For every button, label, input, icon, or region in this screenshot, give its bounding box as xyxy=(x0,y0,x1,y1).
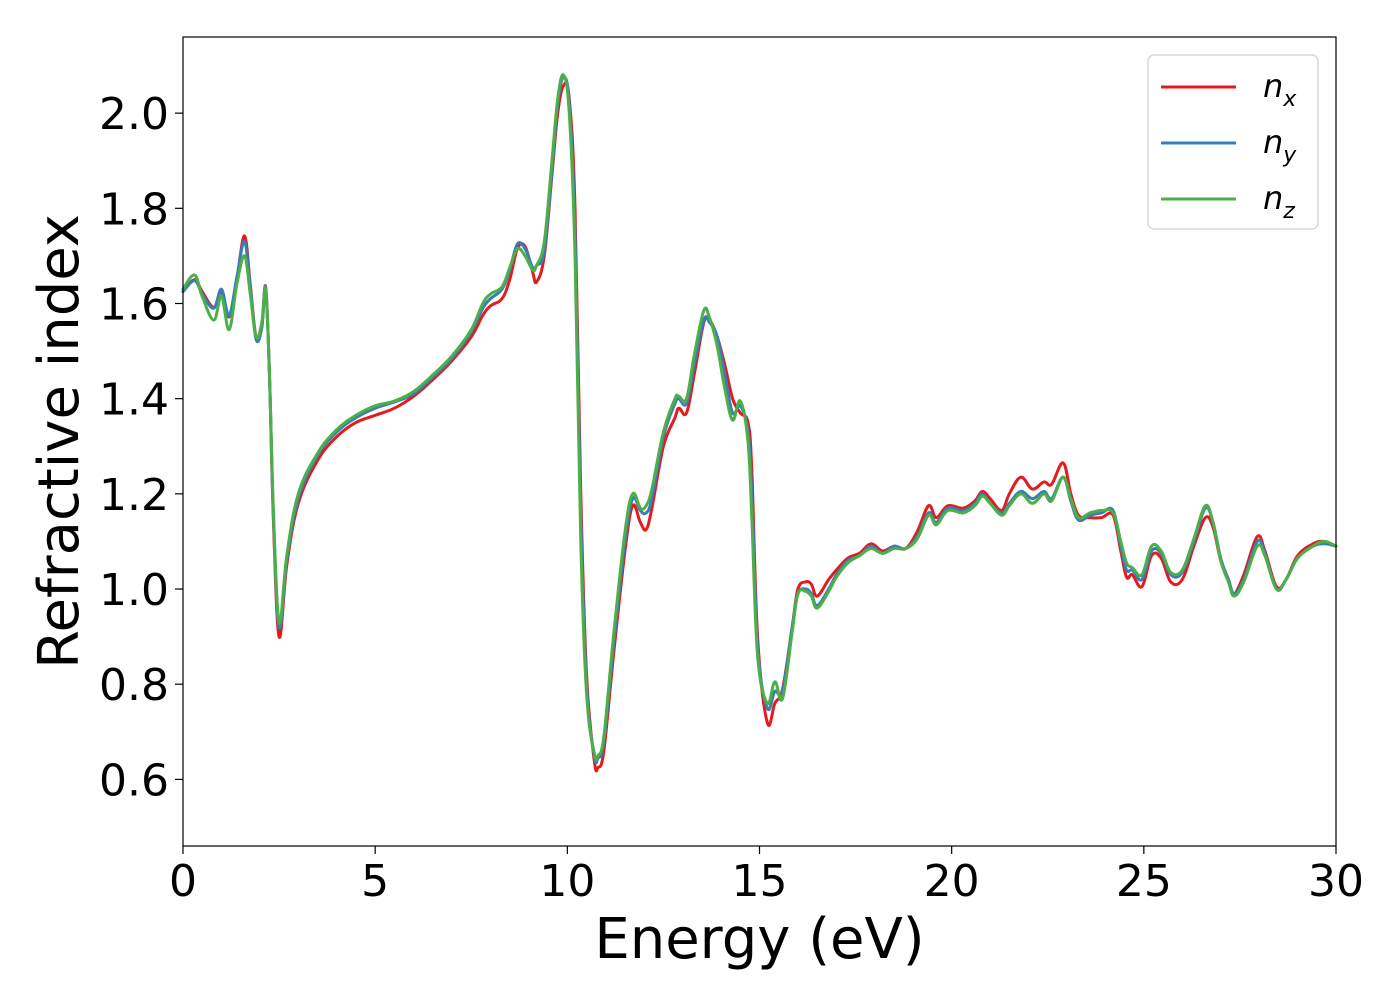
x-tick-label: 20 xyxy=(924,856,980,907)
series-line-n-x xyxy=(181,81,1338,773)
x-axis-label: Energy (eV) xyxy=(594,907,924,972)
legend-label-subscript: x xyxy=(1282,87,1297,112)
series-lines xyxy=(181,73,1338,773)
y-tick-label: 1.4 xyxy=(99,375,169,426)
x-axis-ticks: 0 5 10 15 20 25 30 xyxy=(169,846,1364,907)
y-tick-label: 1.0 xyxy=(99,565,169,616)
y-tick-label: 1.8 xyxy=(99,184,169,235)
y-tick-label: 0.8 xyxy=(99,660,169,711)
series-line-n-z xyxy=(181,73,1338,762)
y-tick-label: 1.6 xyxy=(99,279,169,330)
y-axis-ticks: 0.6 0.8 1.0 1.2 1.4 1.6 1.8 2.0 xyxy=(99,89,183,806)
x-tick-label: 0 xyxy=(169,856,197,907)
legend-label-subscript: y xyxy=(1282,143,1297,168)
x-tick-label: 30 xyxy=(1308,856,1364,907)
x-tick-label: 10 xyxy=(539,856,595,907)
y-tick-label: 2.0 xyxy=(99,89,169,140)
x-tick-label: 5 xyxy=(361,856,389,907)
legend-label-subscript: z xyxy=(1282,199,1295,224)
y-tick-label: 1.2 xyxy=(99,470,169,521)
y-axis-label: Refractive index xyxy=(27,214,92,669)
x-tick-label: 25 xyxy=(1116,856,1172,907)
y-tick-label: 0.6 xyxy=(99,755,169,806)
series-line-n-y xyxy=(181,75,1338,765)
x-tick-label: 15 xyxy=(732,856,788,907)
